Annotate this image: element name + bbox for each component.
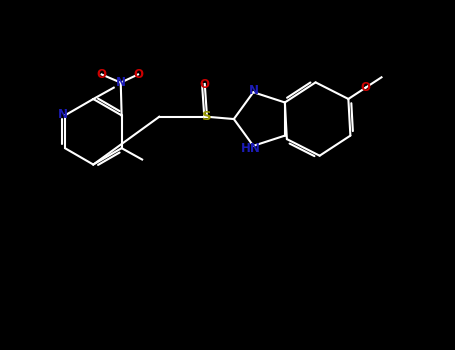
Text: HN: HN [241,142,261,155]
Text: O: O [360,81,370,94]
Text: N: N [249,84,259,97]
Text: S: S [202,110,212,123]
Text: O: O [96,68,106,81]
Text: O: O [133,68,143,81]
Text: O: O [200,77,210,91]
Text: N: N [58,108,68,121]
Text: N: N [116,76,126,89]
